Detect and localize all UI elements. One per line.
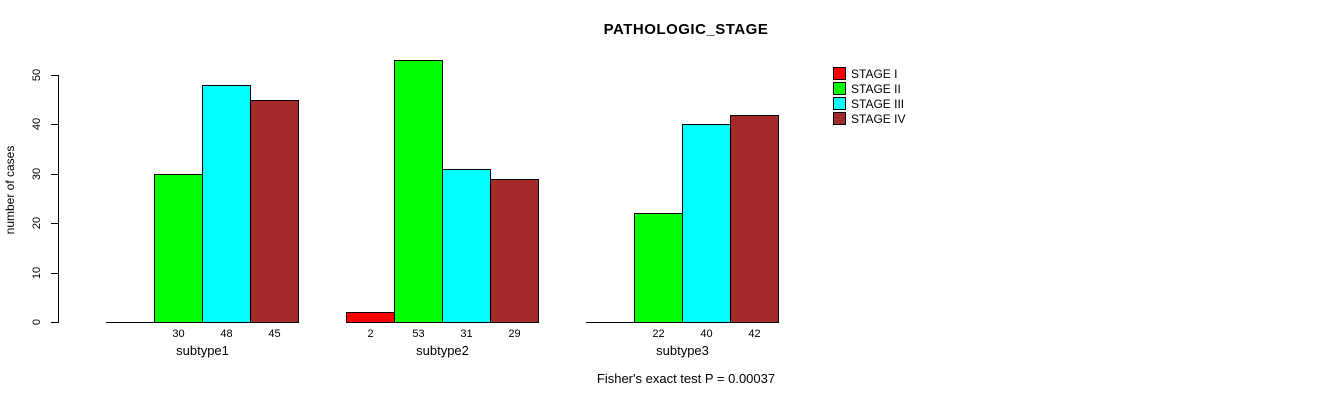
y-tick-label: 0 bbox=[31, 318, 43, 326]
y-axis-tick bbox=[51, 174, 58, 175]
bar-value-label: 40 bbox=[700, 328, 713, 340]
bar-stage-ii bbox=[394, 60, 443, 323]
bar-value-label: 2 bbox=[367, 328, 374, 340]
y-tick-label: 30 bbox=[31, 167, 43, 181]
fisher-test-annotation: Fisher's exact test P = 0.00037 bbox=[596, 371, 776, 386]
bar-value-label: 45 bbox=[268, 328, 281, 340]
y-tick-label: 20 bbox=[31, 216, 43, 230]
category-label: subtype3 bbox=[656, 343, 709, 358]
legend-swatch-stage-i bbox=[833, 67, 846, 80]
legend-label: STAGE IV bbox=[851, 111, 906, 126]
bar-stage-iii bbox=[442, 169, 491, 323]
bar-value-label: 30 bbox=[172, 328, 185, 340]
category-label: subtype2 bbox=[416, 343, 469, 358]
y-tick-label: 50 bbox=[31, 68, 43, 82]
bar-value-label: 48 bbox=[220, 328, 233, 340]
legend-swatch-stage-ii bbox=[833, 82, 846, 95]
y-tick-label: 10 bbox=[31, 266, 43, 280]
y-axis-label: number of cases bbox=[3, 145, 17, 235]
bar-stage-iv bbox=[250, 100, 299, 323]
legend: STAGE I STAGE II STAGE III STAGE IV bbox=[833, 66, 905, 126]
legend-swatch-stage-iii bbox=[833, 97, 846, 110]
bar-stage-iv bbox=[730, 115, 779, 323]
bar-value-label: 22 bbox=[652, 328, 665, 340]
chart-title: PATHOLOGIC_STAGE bbox=[603, 21, 769, 38]
bar-stage-iv bbox=[490, 179, 539, 323]
legend-label: STAGE III bbox=[851, 96, 905, 111]
category-label: subtype1 bbox=[176, 343, 229, 358]
legend-item: STAGE II bbox=[833, 81, 905, 96]
y-axis-tick bbox=[51, 273, 58, 274]
y-axis-tick bbox=[51, 75, 58, 76]
bar-value-label: 42 bbox=[748, 328, 761, 340]
legend-item: STAGE III bbox=[833, 96, 905, 111]
legend-item: STAGE I bbox=[833, 66, 905, 81]
bar-stage-i bbox=[346, 312, 395, 323]
bar-stage-ii bbox=[634, 213, 683, 323]
bar-stage-ii bbox=[154, 174, 203, 323]
legend-swatch-stage-iv bbox=[833, 112, 846, 125]
bar-stage-iii bbox=[682, 124, 731, 323]
bar-value-label: 53 bbox=[412, 328, 425, 340]
y-tick-label: 40 bbox=[31, 117, 43, 131]
bar-value-label: 31 bbox=[460, 328, 473, 340]
legend-item: STAGE IV bbox=[833, 111, 905, 126]
legend-label: STAGE II bbox=[851, 81, 901, 96]
y-axis-tick bbox=[51, 124, 58, 125]
bar-stage-iii bbox=[202, 85, 251, 323]
legend-label: STAGE I bbox=[851, 66, 898, 81]
y-axis-line bbox=[58, 75, 59, 323]
bar-value-label: 29 bbox=[508, 328, 521, 340]
y-axis-tick bbox=[51, 223, 58, 224]
y-axis-tick bbox=[51, 322, 58, 323]
